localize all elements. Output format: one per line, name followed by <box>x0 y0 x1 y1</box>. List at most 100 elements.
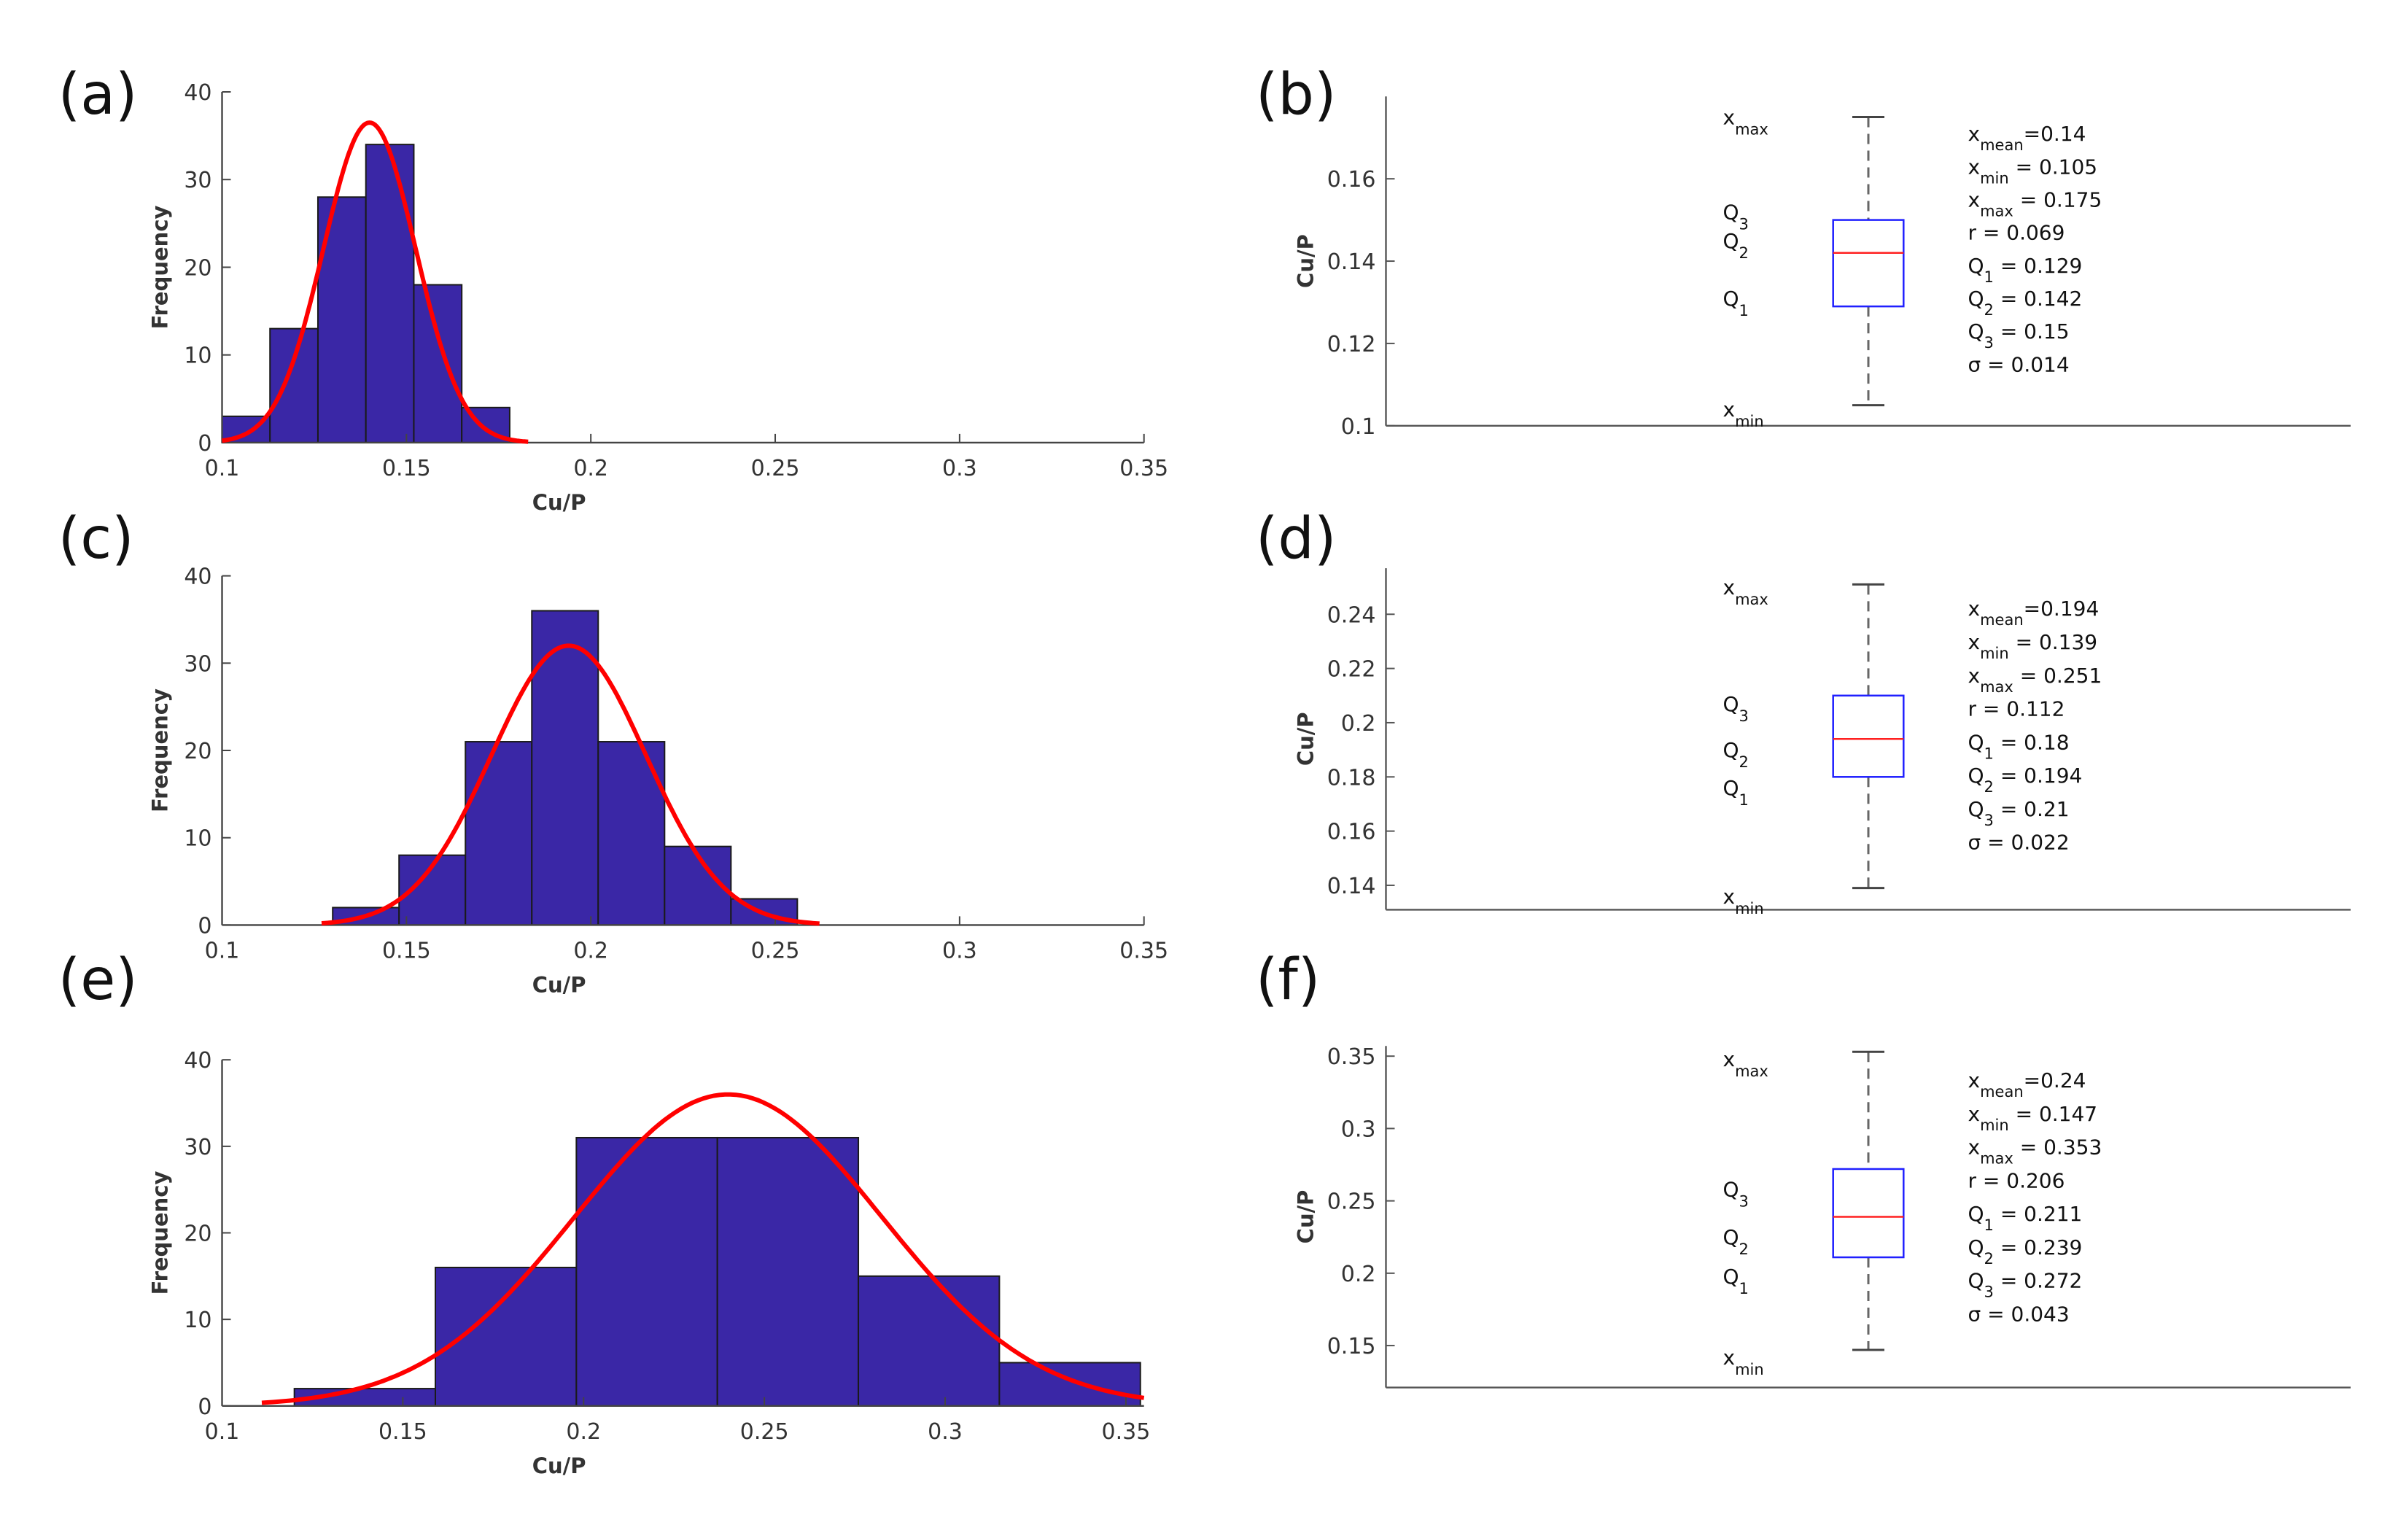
x-tick-label: 0.35 <box>1102 1419 1151 1445</box>
x-tick-label: 0.2 <box>566 1419 601 1445</box>
stat-line: Q3 = 0.15 <box>1968 319 2070 352</box>
histogram-panel-a: (a) 0.1 0.15 0.2 0.25 0.3 0.35 0 10 20 30 40 Cu/P Fre… <box>58 62 1168 515</box>
y-tick-label: 0.14 <box>1327 249 1376 275</box>
stat-line: σ = 0.043 <box>1968 1302 2070 1326</box>
stat-line: xmin = 0.105 <box>1968 155 2098 187</box>
y-axis-label: Cu/P <box>1294 1190 1318 1244</box>
y-tick-label: 40 <box>184 1048 211 1074</box>
y-tick-label: 0.16 <box>1327 167 1376 193</box>
panel-label: (d) <box>1256 506 1336 572</box>
stat-line: Q2 = 0.142 <box>1968 287 2083 319</box>
y-tick-label: 0.3 <box>1341 1117 1376 1142</box>
x-axis-label: Cu/P <box>532 490 586 515</box>
annotation-xmax: xmax <box>1723 106 1768 139</box>
x-tick-label: 0.25 <box>740 1419 789 1445</box>
y-tick-label: 0.1 <box>1341 414 1376 440</box>
histogram-bar <box>269 327 319 443</box>
y-tick-label: 10 <box>184 1308 211 1333</box>
panel-label: (e) <box>58 947 138 1013</box>
x-tick-label: 0.3 <box>942 456 977 481</box>
stat-line: r = 0.112 <box>1968 697 2065 721</box>
annotation-q3: Q3 <box>1723 1178 1749 1211</box>
annotation-q1: Q1 <box>1723 776 1749 809</box>
y-tick-label: 0.18 <box>1327 765 1376 791</box>
x-tick-label: 0.25 <box>751 938 800 963</box>
y-tick-label: 0.16 <box>1327 820 1376 845</box>
interquartile-box <box>1832 694 1905 778</box>
y-tick-label: 0.25 <box>1327 1189 1376 1215</box>
histogram-bar <box>435 1266 578 1407</box>
histogram-panel-e: (e) 0.1 0.15 0.2 0.25 0.3 0.35 0 10 20 30 40 Cu/P Fre… <box>58 947 1151 1478</box>
annotation-q2: Q2 <box>1723 229 1749 262</box>
normal-fit-curve <box>222 120 529 444</box>
annotation-xmin: xmin <box>1723 1346 1764 1378</box>
y-tick-label: 10 <box>184 826 211 852</box>
stat-line: Q3 = 0.21 <box>1968 797 2070 829</box>
stat-line: xmin = 0.139 <box>1968 630 2098 662</box>
stat-line: σ = 0.014 <box>1968 352 2070 376</box>
panel-label: (a) <box>58 62 138 128</box>
stat-line: xmean=0.14 <box>1968 122 2086 154</box>
x-tick-label: 0.15 <box>378 1419 427 1445</box>
x-tick-label: 0.2 <box>573 938 608 963</box>
annotation-xmax: xmax <box>1723 1047 1768 1080</box>
histogram-bar <box>465 741 533 926</box>
stat-line: Q1 = 0.129 <box>1968 254 2083 286</box>
stat-line: r = 0.206 <box>1968 1168 2065 1192</box>
histogram-bar <box>531 610 599 926</box>
histogram-bar <box>575 1136 718 1407</box>
stat-line: Q3 = 0.272 <box>1968 1269 2083 1301</box>
y-tick-label: 0.2 <box>1341 1262 1376 1287</box>
x-tick-label: 0.3 <box>928 1419 963 1445</box>
histogram-panel-c: (c) 0.1 0.15 0.2 0.25 0.3 0.35 0 10 20 30 40 Cu/P Fre… <box>58 506 1168 997</box>
normal-fit-curve <box>261 1092 1145 1405</box>
stat-line: xmax = 0.175 <box>1968 188 2102 220</box>
panel-label: (b) <box>1256 62 1336 128</box>
y-tick-label: 0 <box>198 431 211 457</box>
histogram-bar <box>365 144 415 443</box>
stat-line: Q1 = 0.211 <box>1968 1202 2083 1234</box>
stat-line: xmean=0.194 <box>1968 597 2100 629</box>
stat-line: Q2 = 0.194 <box>1968 764 2083 796</box>
boxplot-panel-d: (d) 0.14 0.16 0.18 0.2 0.22 0.24 Cu/P xmax Q3 Q2 Q1… <box>1256 506 2351 917</box>
y-tick-label: 0.15 <box>1327 1334 1376 1359</box>
x-tick-label: 0.1 <box>205 938 240 963</box>
x-tick-label: 0.35 <box>1119 456 1168 481</box>
y-tick-label: 0.14 <box>1327 874 1376 899</box>
stat-line: r = 0.069 <box>1968 221 2065 245</box>
x-tick-label: 0.15 <box>382 456 431 481</box>
y-tick-label: 0.24 <box>1327 602 1376 628</box>
annotation-q1: Q1 <box>1723 287 1749 319</box>
stat-line: σ = 0.022 <box>1968 831 2070 855</box>
stat-line: xmax = 0.251 <box>1968 664 2102 696</box>
annotation-xmin: xmin <box>1723 885 1764 917</box>
y-tick-label: 0 <box>198 913 211 939</box>
y-tick-label: 20 <box>184 1222 211 1247</box>
stat-line: Q1 = 0.18 <box>1968 730 2070 762</box>
histogram-bar <box>716 1136 860 1407</box>
y-axis-label: Frequency <box>148 688 173 812</box>
y-tick-label: 20 <box>184 255 211 281</box>
y-tick-label: 10 <box>184 343 211 369</box>
stat-line: xmax = 0.353 <box>1968 1136 2102 1168</box>
x-tick-label: 0.3 <box>942 938 977 963</box>
y-tick-label: 20 <box>184 739 211 764</box>
annotation-q3: Q3 <box>1723 200 1749 233</box>
histogram-bar <box>413 284 463 443</box>
interquartile-box <box>1832 219 1905 308</box>
x-axis-label: Cu/P <box>532 972 586 997</box>
panel-label: (f) <box>1256 947 1320 1013</box>
y-tick-label: 40 <box>184 564 211 590</box>
stat-line: xmean=0.24 <box>1968 1068 2086 1100</box>
y-tick-label: 0.12 <box>1327 332 1376 357</box>
y-tick-label: 0.22 <box>1327 657 1376 683</box>
histogram-bar <box>998 1362 1141 1407</box>
x-tick-label: 0.2 <box>573 456 608 481</box>
x-tick-label: 0.35 <box>1119 938 1168 963</box>
boxplot-panel-f: (f) 0.15 0.2 0.25 0.3 0.35 Cu/P xmax Q3 Q2 Q1 xmin x… <box>1256 947 2351 1389</box>
stat-line: Q2 = 0.239 <box>1968 1235 2083 1268</box>
annotation-xmin: xmin <box>1723 397 1764 430</box>
interquartile-box <box>1832 1168 1905 1259</box>
y-tick-label: 0.2 <box>1341 711 1376 737</box>
